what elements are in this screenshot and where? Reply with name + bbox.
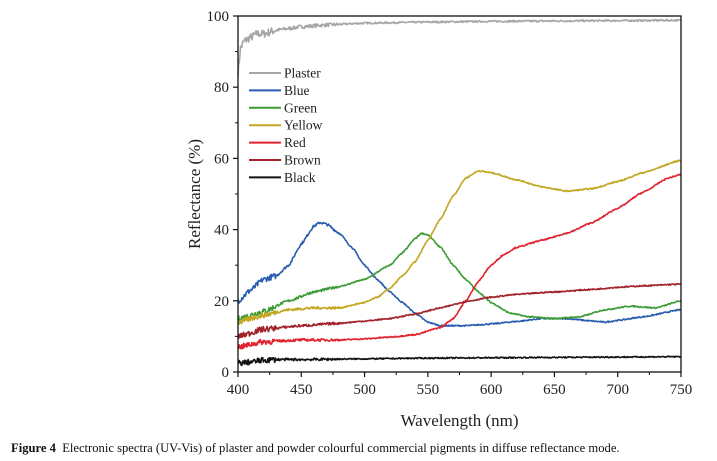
legend-item-plaster: Plaster (249, 66, 321, 81)
series-line-plaster (237, 18, 682, 77)
series-line-red (237, 173, 682, 350)
legend-label: Green (284, 100, 317, 115)
legend-item-brown: Brown (249, 153, 321, 168)
y-tick-label: 100 (207, 9, 230, 25)
y-tick-label: 40 (214, 223, 229, 239)
series-line-green (237, 232, 682, 322)
x-tick-label: 600 (480, 382, 503, 398)
series-layer (237, 18, 682, 367)
legend-label: Blue (284, 83, 310, 98)
y-tick-label: 20 (214, 294, 229, 310)
x-tick-label: 650 (543, 382, 566, 398)
figure-caption: Figure 4 Electronic spectra (UV-Vis) of … (11, 441, 620, 456)
x-tick-label: 500 (353, 382, 376, 398)
x-tick-label: 450 (290, 382, 313, 398)
legend-label: Brown (284, 153, 321, 168)
legend-item-black: Black (249, 170, 316, 185)
y-axis: 0 20 40 60 80 100 (207, 9, 238, 381)
y-axis-title: Reflectance (%) (185, 139, 204, 249)
x-tick-label: 550 (417, 382, 440, 398)
legend-label: Yellow (284, 118, 323, 133)
series-line-black (237, 355, 682, 367)
x-axis-title: Wavelength (nm) (400, 411, 518, 430)
legend-item-blue: Blue (249, 83, 310, 98)
series-line-blue (237, 221, 682, 328)
caption-label: Figure 4 (11, 441, 56, 455)
caption-text: Electronic spectra (UV-Vis) of plaster a… (62, 441, 620, 455)
x-axis: 400 450 500 550 600 650 700 750 (227, 372, 693, 398)
legend: Plaster Blue Green Yellow Red Brown Black (249, 66, 323, 185)
reflectance-chart: 400 450 500 550 600 650 700 750 0 20 40 60 80 100 Wa… (185, 9, 693, 430)
x-tick-label: 750 (670, 382, 693, 398)
y-tick-label: 0 (222, 365, 230, 381)
legend-label: Red (284, 135, 306, 150)
legend-item-red: Red (249, 135, 306, 150)
y-tick-label: 80 (214, 80, 229, 96)
x-tick-label: 700 (606, 382, 629, 398)
legend-item-yellow: Yellow (249, 118, 323, 133)
series-line-yellow (237, 159, 682, 326)
legend-label: Black (284, 170, 316, 185)
y-tick-label: 60 (214, 151, 229, 167)
series-line-brown (237, 282, 682, 339)
legend-item-green: Green (249, 100, 317, 115)
legend-label: Plaster (284, 66, 321, 81)
x-tick-label: 400 (227, 382, 250, 398)
